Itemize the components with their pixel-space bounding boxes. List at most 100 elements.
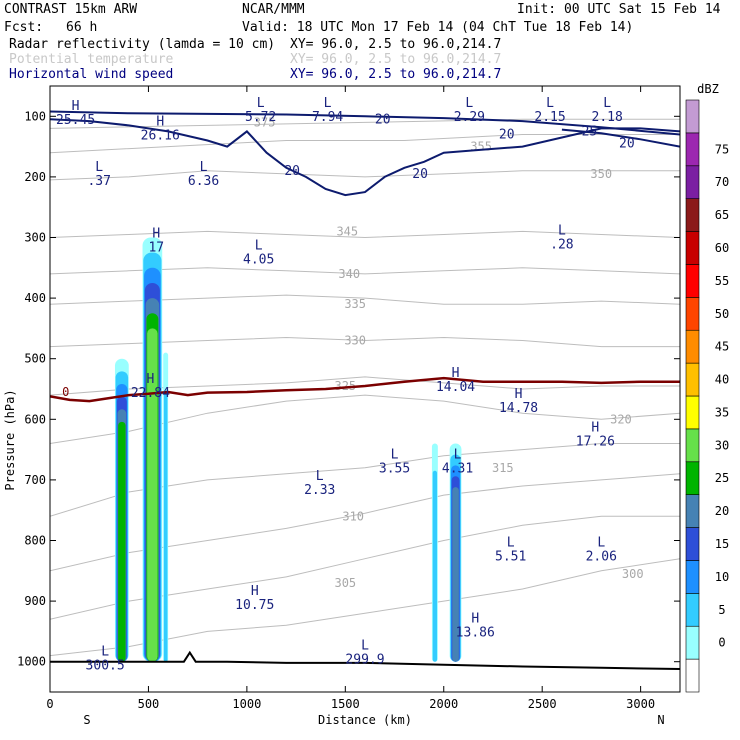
colorbar-label-0: 0 [718, 636, 725, 650]
extremum-value-10: 4.05 [243, 253, 274, 268]
colorbar-swatch-7 [685, 428, 700, 463]
org-title: NCAR/MMM [242, 2, 305, 17]
colorbar-label-65: 65 [715, 208, 729, 222]
extremum-value-22: 13.86 [456, 625, 495, 640]
wind-contour-label-3: 20 [499, 127, 515, 142]
colorbar-label-10: 10 [715, 570, 729, 584]
colorbar-label-20: 20 [715, 504, 729, 518]
y-tick-label-200: 200 [24, 170, 46, 184]
extremum-value-8: 6.36 [188, 174, 219, 189]
extremum-value-6: 2.18 [592, 110, 623, 125]
extremum-type-8: L [200, 160, 208, 175]
colorbar-swatch-17 [685, 99, 700, 134]
field-name-wind: Horizontal wind speed [9, 67, 173, 82]
plot-frame [49, 85, 681, 693]
extremum-type-10: L [255, 239, 263, 254]
extremum-type-16: L [391, 448, 399, 463]
theta-label-320: 320 [610, 412, 632, 426]
reflectivity-column-2-level-10 [163, 391, 168, 662]
colorbar-units: dBZ [697, 82, 719, 96]
colorbar-swatch-11 [685, 297, 700, 331]
theta-label-315: 315 [492, 461, 514, 475]
extremum-value-11: .28 [550, 237, 573, 252]
x-axis-label: Distance (km) [318, 713, 412, 727]
extremum-type-0: H [72, 99, 80, 114]
extremum-value-15: 17.26 [576, 434, 615, 449]
reflectivity-column-3-level-10 [432, 470, 438, 662]
y-tick-label-100: 100 [24, 109, 46, 123]
extremum-value-14: 14.78 [499, 401, 538, 416]
extremum-value-3: 7.94 [312, 110, 343, 125]
colorbar-swatch-5 [685, 494, 700, 528]
extremum-value-4: 2.29 [454, 110, 485, 125]
theta-contour-355 [50, 134, 680, 154]
wind-speed-contours: 20 20 20 20 20 25 [50, 110, 680, 197]
colorbar-label-15: 15 [715, 537, 729, 551]
extremum-type-15: H [591, 420, 599, 435]
chart-header: CONTRAST 15km ARW NCAR/MMM Init: 00 UTC … [4, 2, 721, 82]
colorbar-swatch-14 [685, 198, 700, 232]
extremum-type-20: L [597, 536, 605, 551]
x-tick-label-3000: 3000 [626, 697, 655, 711]
colorbar-swatch-3 [685, 560, 700, 594]
extremum-value-16: 3.55 [379, 462, 410, 477]
extremum-type-23: L [361, 639, 369, 654]
theta-label-340: 340 [338, 267, 360, 281]
extremum-type-18: L [316, 469, 324, 484]
y-tick-label-500: 500 [24, 352, 46, 366]
x-end-left: S [83, 713, 90, 727]
reflectivity-column-0-level-30 [118, 421, 126, 662]
extremum-value-2: 5.72 [245, 110, 276, 125]
colorbar-label-70: 70 [715, 175, 729, 189]
extremum-type-13: H [452, 366, 460, 381]
field-name-theta: Potential temperature [9, 52, 174, 67]
fcst-label: Fcst: [4, 20, 43, 35]
colorbar-swatch-9 [685, 362, 700, 397]
extremum-type-11: L [558, 223, 566, 238]
colorbar-label-30: 30 [715, 438, 729, 452]
theta-label-345: 345 [336, 224, 358, 238]
wind-contour-25 [561, 128, 680, 148]
wind-contour-label-5: 25 [582, 124, 598, 139]
extremum-value-17: 4.31 [442, 462, 473, 477]
theta-label-350: 350 [590, 167, 612, 181]
colorbar-swatch-15 [685, 165, 700, 199]
extremum-type-22: H [471, 611, 479, 626]
x-tick-label-2500: 2500 [528, 697, 557, 711]
x-tick-label-1000: 1000 [232, 697, 261, 711]
extremum-value-1: 26.16 [141, 128, 180, 143]
colorbar-label-75: 75 [715, 142, 729, 156]
theta-label-330: 330 [344, 334, 366, 348]
plot-area: 300305310315320325330335340345350355375 … [50, 96, 680, 674]
extremum-value-9: 17 [148, 241, 164, 256]
axes: 0 500 1000 1500 2000 2500 30001002003004005006… [17, 86, 680, 711]
extremum-type-24: L [101, 645, 109, 660]
extremum-value-23: 299.9 [345, 653, 384, 668]
freezing-level-line [50, 376, 680, 403]
surface-pressure-line [50, 650, 680, 670]
init-time: Init: 00 UTC Sat 15 Feb 14 [517, 2, 721, 17]
y-tick-label-700: 700 [24, 473, 46, 487]
y-tick-label-1000: 1000 [17, 655, 46, 669]
extremum-type-14: H [515, 387, 523, 402]
extremum-value-13: 14.04 [436, 380, 475, 395]
colorbar-swatch-13 [685, 231, 700, 265]
surface-line [50, 650, 680, 670]
colorbar: 0 5 10 15 20 25 30 35 40 45 50 55 60 65 70 75 [685, 99, 729, 693]
colorbar-swatch-6 [685, 461, 700, 495]
wind-contour-20-upper [50, 110, 680, 136]
extremum-type-17: L [454, 448, 462, 463]
x-end-right: N [657, 713, 664, 727]
colorbar-label-55: 55 [715, 274, 729, 288]
theta-contour-350 [50, 170, 680, 181]
extremum-value-19: 5.51 [495, 550, 526, 565]
field-xy-wind: XY= 96.0, 2.5 to 96.0,214.7 [290, 67, 501, 82]
colorbar-swatch-10 [685, 329, 700, 364]
extremum-type-4: L [465, 96, 473, 111]
extremum-value-21: 10.75 [235, 598, 274, 613]
extremum-type-9: H [152, 227, 160, 242]
extremum-value-24: 300.5 [86, 659, 125, 674]
valid-time: Valid: 18 UTC Mon 17 Feb 14 (04 ChT Tue … [242, 20, 633, 35]
y-axis-label: Pressure (hPa) [3, 389, 17, 490]
theta-contour-375 [50, 118, 680, 129]
